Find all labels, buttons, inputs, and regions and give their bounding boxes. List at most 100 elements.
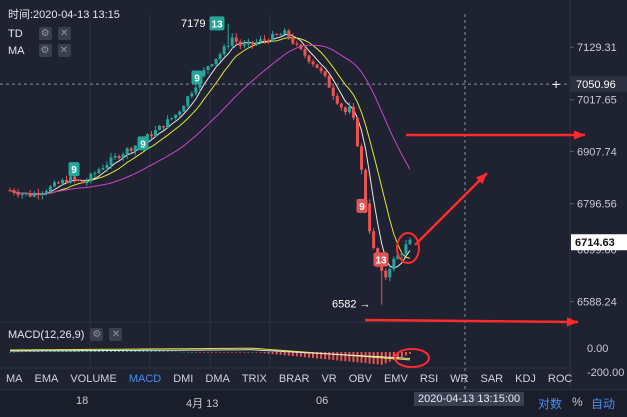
percent-scale-button[interactable]: % xyxy=(572,395,583,409)
macd-bar xyxy=(364,352,367,364)
tab-obv[interactable]: OBV xyxy=(348,373,372,385)
macd-bar xyxy=(320,352,323,359)
candle-body xyxy=(12,190,16,193)
candle-body xyxy=(250,41,254,45)
macd-bar xyxy=(174,351,177,353)
candle-body xyxy=(61,179,65,184)
candle-body xyxy=(299,44,303,50)
candle-body xyxy=(69,176,73,183)
candle-body xyxy=(133,145,137,151)
macd-bar xyxy=(219,352,222,353)
macd-bar xyxy=(263,352,266,354)
macd-bar xyxy=(312,352,315,358)
candle-body xyxy=(162,125,166,128)
macd-bar xyxy=(275,352,278,355)
last-price-label: 6714.63 xyxy=(575,237,615,249)
close-icon[interactable]: ✕ xyxy=(109,328,123,341)
tab-sar[interactable]: SAR xyxy=(480,373,504,385)
candle-body xyxy=(368,203,372,232)
tab-macd[interactable]: MACD xyxy=(128,373,162,385)
macd-bar xyxy=(316,352,319,359)
close-icon[interactable]: ✕ xyxy=(57,44,71,57)
price-tick-label: 6699.00 xyxy=(577,245,617,257)
macd-bar xyxy=(271,352,274,354)
candle-body xyxy=(89,173,93,182)
candle-body xyxy=(339,103,343,108)
macd-bar xyxy=(223,352,226,353)
settings-icon[interactable]: ⚙ xyxy=(38,27,52,40)
settings-icon[interactable]: ⚙ xyxy=(90,328,104,341)
macd-bar xyxy=(37,350,40,352)
tab-ema[interactable]: EMA xyxy=(34,373,59,385)
macd-bar xyxy=(211,352,214,353)
tab-trix[interactable]: TRIX xyxy=(241,373,267,385)
macd-bar xyxy=(130,350,133,352)
tab-brar[interactable]: BRAR xyxy=(278,373,310,385)
tab-volume[interactable]: VOLUME xyxy=(70,373,117,385)
add-alert-icon[interactable]: + xyxy=(552,76,560,92)
macd-bar xyxy=(186,351,189,353)
tab-rsi[interactable]: RSI xyxy=(419,373,439,385)
annotation-circle-price xyxy=(396,232,420,264)
x-tick-label: 06 xyxy=(316,395,329,407)
timestamp-label: 时间:2020-04-13 13:15 xyxy=(8,9,120,21)
candle-body xyxy=(170,118,174,120)
candle-body xyxy=(93,173,97,175)
tab-dmi[interactable]: DMI xyxy=(173,373,194,385)
candle-body xyxy=(335,95,339,104)
candle-body xyxy=(218,54,222,59)
tab-dma[interactable]: DMA xyxy=(205,373,230,385)
macd-bar xyxy=(328,352,331,360)
close-icon[interactable]: ✕ xyxy=(57,27,71,40)
tab-roc[interactable]: ROC xyxy=(547,373,573,385)
tab-vr[interactable]: VR xyxy=(321,373,337,385)
td-marker xyxy=(191,70,203,85)
macd-bar xyxy=(344,352,347,362)
log-scale-button[interactable]: 对数 xyxy=(538,397,563,411)
candle-body xyxy=(117,156,121,158)
candle-body xyxy=(347,106,351,113)
price-tick-label: 6907.74 xyxy=(577,146,617,158)
candle-body xyxy=(311,61,315,65)
tab-wr[interactable]: WR xyxy=(450,373,469,385)
macd-bar xyxy=(122,350,125,352)
time-axis-bar xyxy=(0,389,627,417)
td-marker-label: 9 xyxy=(71,165,77,176)
macd-bar xyxy=(356,352,359,363)
macd-bar xyxy=(255,352,258,353)
macd-bar xyxy=(166,351,169,352)
candle-body xyxy=(85,181,89,184)
macd-bar xyxy=(283,352,286,356)
auto-scale-button[interactable]: 自动 xyxy=(591,397,616,411)
macd-bar xyxy=(194,352,197,353)
candle-body xyxy=(149,134,153,137)
macd-bar xyxy=(21,351,24,353)
candle-body xyxy=(343,107,347,113)
candle-body xyxy=(202,69,206,77)
price-tick-label: 6796.56 xyxy=(577,199,617,211)
td-marker xyxy=(373,252,389,267)
ma-line-slow xyxy=(9,44,411,195)
td-marker-label: 13 xyxy=(211,19,223,30)
tab-ma[interactable]: MA xyxy=(6,373,23,385)
macd-label: MACD(12,26,9) xyxy=(8,328,85,341)
macd-bar xyxy=(33,350,36,352)
tab-kdj[interactable]: KDJ xyxy=(515,373,536,385)
macd-bar xyxy=(41,350,44,352)
td-marker xyxy=(68,162,80,177)
td-marker-label: 9 xyxy=(140,139,146,150)
settings-icon[interactable]: ⚙ xyxy=(38,44,52,57)
macd-bar xyxy=(336,352,339,361)
indicator-td: TD ⚙ ✕ xyxy=(8,27,71,40)
macd-bar xyxy=(267,352,270,354)
annotation-arrow-bottom xyxy=(364,318,579,324)
macd-bar xyxy=(376,352,379,365)
macd-bar xyxy=(287,352,290,356)
tab-emv[interactable]: EMV xyxy=(383,373,408,385)
macd-bar xyxy=(162,351,165,352)
macd-bar xyxy=(291,352,294,356)
candle-body xyxy=(230,37,234,46)
macd-bar xyxy=(17,351,20,353)
candle-body xyxy=(125,148,129,155)
